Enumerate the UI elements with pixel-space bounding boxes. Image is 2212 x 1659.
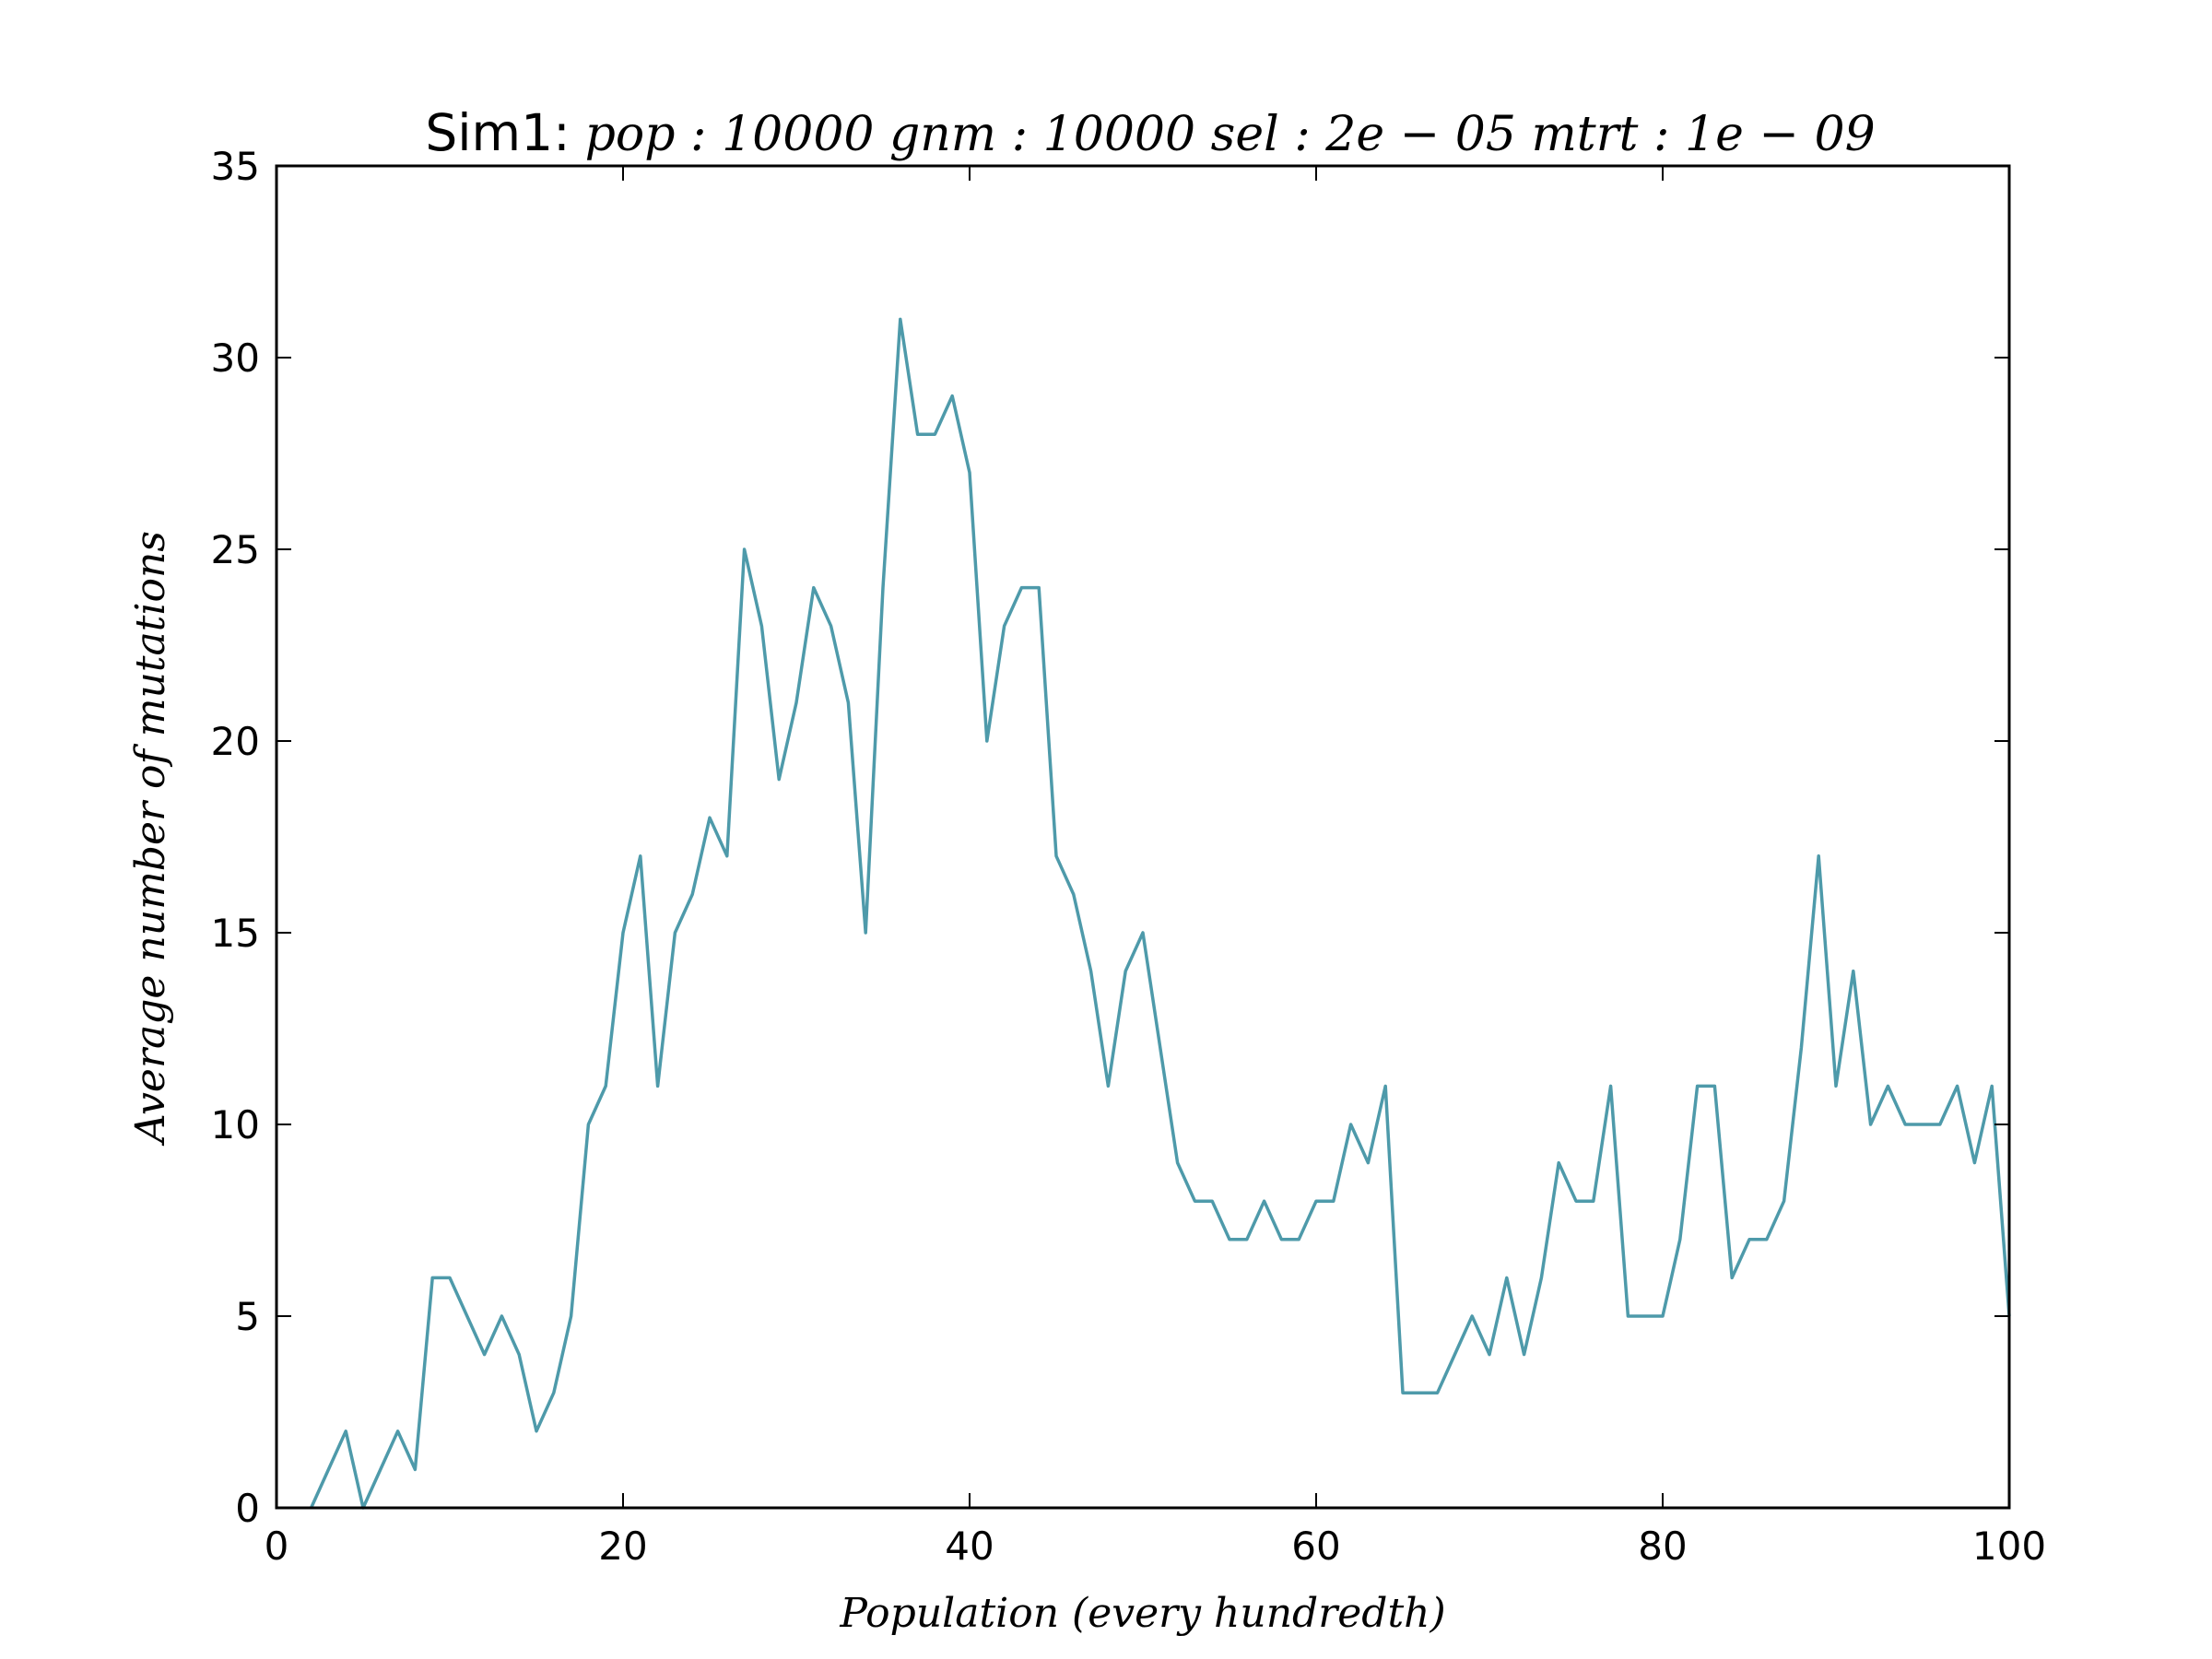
x-axis: 0 20 40 60 80 100 (265, 166, 2046, 1569)
y-axis: 0 5 10 15 20 25 30 35 (211, 144, 2009, 1531)
y-tick-label: 30 (211, 335, 260, 381)
x-tick-label: 100 (1972, 1524, 2046, 1569)
x-tick-label: 0 (265, 1524, 289, 1569)
y-tick-label: 10 (211, 1102, 260, 1147)
y-tick-label: 5 (235, 1294, 260, 1339)
svg-text:Sim1: pop : 10000 gnm :: Sim1: pop : 10000 gnm : 10000 sel : 2e −… (425, 103, 1875, 162)
x-tick-label: 20 (598, 1524, 647, 1569)
plot-frame (275, 164, 2011, 1510)
chart-title-params: pop : 10000 gnm : 10000 sel : 2e − 05 mt… (585, 107, 1876, 162)
y-tick-label: 0 (235, 1486, 260, 1531)
chart-title: Sim1: pop : 10000 gnm : 10000 sel : 2e −… (425, 103, 1875, 162)
x-tick-label: 60 (1291, 1524, 1340, 1569)
y-tick-label: 20 (211, 719, 260, 764)
plot-area (310, 317, 2011, 1510)
y-axis-label: Average number of mutations (127, 531, 174, 1147)
x-tick-label: 40 (945, 1524, 994, 1569)
chart-title-prefix: Sim1: (425, 103, 570, 162)
y-tick-label: 35 (211, 144, 260, 189)
x-tick-label: 80 (1638, 1524, 1687, 1569)
series-line-0 (310, 317, 2011, 1510)
y-tick-label: 15 (211, 911, 260, 956)
y-tick-label: 25 (211, 527, 260, 572)
x-axis-label: Population (every hundredth) (839, 1590, 1445, 1637)
